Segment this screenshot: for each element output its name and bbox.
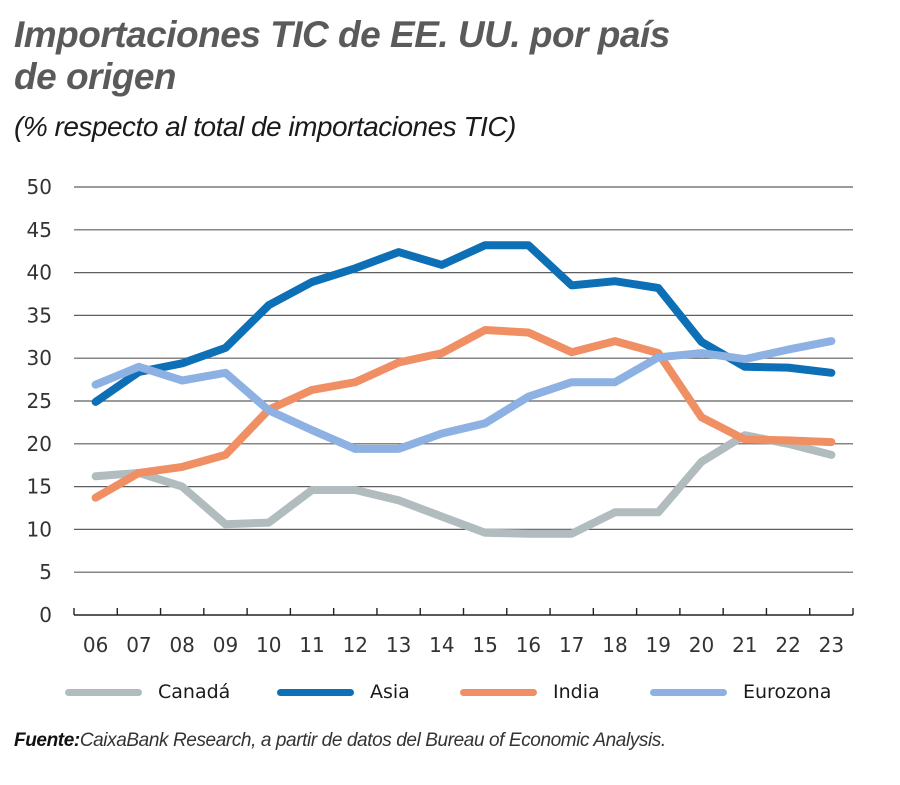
series-asia — [91, 241, 836, 406]
legend-item-canada: Canadá — [65, 678, 230, 706]
x-tick-label: 23 — [819, 633, 844, 657]
legend-label-asia: Asia — [370, 681, 410, 703]
y-tick-label: 50 — [27, 175, 52, 199]
series-lines — [91, 241, 836, 538]
source-text: CaixaBank Research, a partir de datos de… — [79, 730, 666, 751]
y-tick-label: 10 — [27, 517, 52, 541]
x-tick-label: 22 — [775, 633, 800, 657]
legend-item-eurozona: Eurozona — [650, 678, 831, 706]
y-axis-tick-labels: 0 5 10 15 20 25 30 35 40 45 50 — [27, 175, 52, 627]
x-tick-label: 12 — [343, 633, 368, 657]
x-axis — [73, 608, 854, 616]
x-tick-label: 20 — [689, 633, 714, 657]
legend-swatch-eurozona — [650, 688, 727, 696]
y-tick-label: 5 — [39, 560, 52, 584]
x-tick-label: 06 — [83, 633, 108, 657]
series-line-india — [91, 326, 836, 502]
x-tick-label: 21 — [732, 633, 757, 657]
line-chart: 0 5 10 15 20 25 30 35 40 45 50 06 07 08 09 10 11 12 13 14 1… — [27, 175, 854, 657]
y-tick-label: 35 — [27, 303, 52, 327]
series-line-canada — [91, 431, 836, 538]
chart-title: Importaciones TIC de EE. UU. por país de… — [14, 14, 670, 97]
legend-swatch-asia — [277, 688, 354, 696]
x-tick-label: 08 — [169, 633, 194, 657]
series-india — [91, 326, 836, 502]
y-tick-label: 40 — [27, 261, 52, 285]
x-tick-label: 16 — [516, 633, 541, 657]
x-tick-label: 17 — [559, 633, 584, 657]
source-label: Fuente: — [14, 730, 80, 751]
x-tick-label: 09 — [213, 633, 238, 657]
series-line-asia — [91, 241, 836, 406]
legend-label-eurozona: Eurozona — [743, 681, 832, 703]
series-line-eurozona — [91, 337, 836, 453]
x-tick-label: 07 — [126, 633, 151, 657]
x-tick-label: 19 — [646, 633, 671, 657]
legend-swatch-india — [460, 688, 537, 696]
legend-swatch-canada — [65, 688, 142, 696]
y-tick-label: 0 — [39, 603, 52, 627]
legend: Canadá Asia India Eurozona — [0, 678, 900, 706]
x-tick-label: 11 — [299, 633, 324, 657]
y-tick-label: 20 — [27, 432, 52, 456]
x-tick-label: 15 — [472, 633, 497, 657]
x-tick-label: 13 — [386, 633, 411, 657]
x-tick-label: 14 — [429, 633, 454, 657]
y-tick-label: 15 — [27, 475, 52, 499]
legend-item-asia: Asia — [277, 678, 410, 706]
y-tick-label: 30 — [27, 346, 52, 370]
series-eurozona — [91, 337, 836, 453]
legend-item-india: India — [460, 678, 600, 706]
y-tick-label: 25 — [27, 389, 52, 413]
series-canada — [91, 431, 836, 538]
y-tick-label: 45 — [27, 218, 52, 242]
legend-label-india: India — [553, 681, 600, 703]
x-tick-label: 10 — [256, 633, 281, 657]
source-note: Fuente:CaixaBank Research, a partir de d… — [14, 730, 666, 752]
chart-subtitle: (% respecto al total de importaciones TI… — [14, 111, 516, 142]
x-axis-tick-labels: 06 07 08 09 10 11 12 13 14 15 16 17 18 19 20 21 22 23 — [83, 633, 844, 657]
x-tick-label: 18 — [602, 633, 627, 657]
legend-label-canada: Canadá — [158, 681, 231, 703]
